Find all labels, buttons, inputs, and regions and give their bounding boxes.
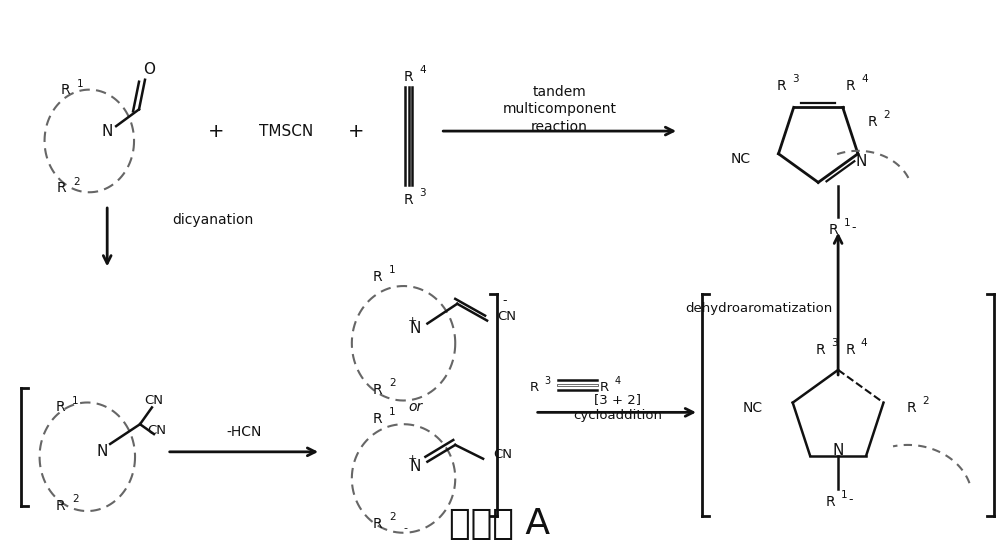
Text: CN: CN: [497, 310, 516, 323]
Text: R: R: [846, 79, 856, 93]
Text: +: +: [348, 122, 364, 141]
Text: 1: 1: [72, 396, 79, 406]
Text: -: -: [503, 294, 507, 307]
Text: R: R: [600, 381, 609, 394]
Text: multicomponent: multicomponent: [503, 102, 617, 116]
Text: cycloaddition: cycloaddition: [573, 409, 662, 422]
Text: tandem: tandem: [533, 84, 587, 99]
Text: R: R: [845, 343, 855, 357]
Text: 4: 4: [419, 65, 426, 75]
Text: 1: 1: [841, 490, 847, 500]
Text: +: +: [208, 122, 225, 141]
Text: 2: 2: [883, 110, 890, 121]
Text: -: -: [852, 221, 856, 234]
Text: 4: 4: [861, 338, 867, 349]
Text: reaction: reaction: [531, 120, 588, 134]
Text: 反应式 A: 反应式 A: [449, 507, 551, 541]
Text: or: or: [408, 401, 423, 414]
Text: CN: CN: [493, 448, 512, 461]
Text: 1: 1: [389, 265, 396, 275]
Text: 2: 2: [73, 178, 80, 187]
Text: NC: NC: [743, 401, 763, 415]
Text: R: R: [777, 79, 787, 93]
Text: 1: 1: [77, 79, 84, 89]
Text: -: -: [404, 523, 408, 533]
Text: 4: 4: [861, 74, 868, 84]
Text: R: R: [373, 270, 382, 284]
Text: R: R: [828, 223, 838, 237]
Text: +: +: [408, 316, 417, 326]
Text: O: O: [143, 62, 155, 77]
Text: R: R: [57, 181, 66, 195]
Text: N: N: [97, 444, 108, 459]
Text: N: N: [410, 459, 421, 474]
Text: R: R: [815, 343, 825, 357]
Text: CN: CN: [147, 424, 166, 437]
Text: NC: NC: [731, 152, 751, 165]
Text: R: R: [56, 499, 65, 513]
Text: R: R: [404, 70, 413, 84]
Text: CN: CN: [144, 394, 163, 407]
Text: dehydroaromatization: dehydroaromatization: [685, 302, 832, 315]
Text: +: +: [408, 454, 417, 464]
Text: [3 + 2]: [3 + 2]: [594, 393, 641, 406]
Text: 2: 2: [72, 494, 79, 504]
Text: N: N: [832, 443, 844, 458]
Text: 3: 3: [419, 189, 426, 198]
Text: TMSCN: TMSCN: [259, 124, 313, 139]
Text: R: R: [373, 517, 382, 531]
Text: -HCN: -HCN: [227, 425, 262, 439]
Text: 2: 2: [389, 378, 396, 388]
Text: 3: 3: [545, 376, 551, 386]
Text: 2: 2: [922, 396, 929, 406]
Text: R: R: [907, 401, 916, 415]
Text: N: N: [102, 124, 113, 139]
Text: N: N: [855, 154, 867, 169]
Text: R: R: [373, 412, 382, 426]
Text: 2: 2: [389, 512, 396, 522]
Text: R: R: [404, 193, 413, 207]
Text: R: R: [530, 381, 539, 394]
Text: R: R: [61, 83, 70, 96]
Text: 3: 3: [831, 338, 837, 349]
Text: R: R: [56, 401, 65, 414]
Text: 1: 1: [389, 407, 396, 418]
Text: R: R: [825, 495, 835, 509]
Text: 3: 3: [792, 74, 799, 84]
Text: R: R: [868, 115, 877, 129]
Text: R: R: [373, 383, 382, 397]
Text: -: -: [849, 493, 853, 506]
Text: N: N: [410, 321, 421, 336]
Text: 4: 4: [614, 376, 620, 386]
Text: 1: 1: [844, 218, 850, 229]
Text: dicyanation: dicyanation: [172, 213, 253, 227]
